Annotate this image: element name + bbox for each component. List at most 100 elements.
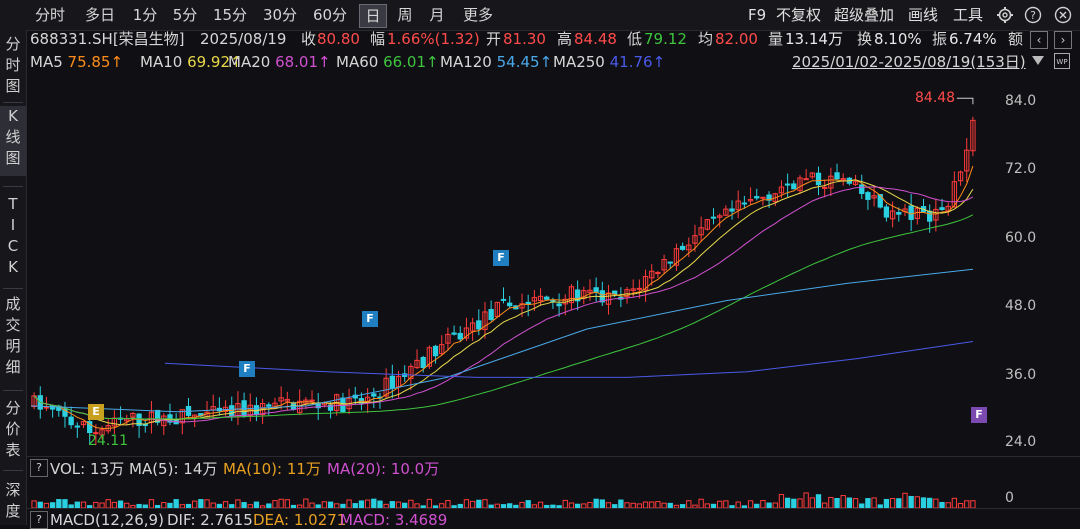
price-axis-tick: 48.0 [1005, 298, 1037, 314]
candle-body [970, 119, 976, 152]
tab-duori[interactable]: 多日 [84, 6, 115, 24]
tab-30min[interactable]: 30分 [262, 6, 298, 24]
volume-bar [290, 504, 297, 509]
help-icon[interactable]: ? [1024, 6, 1042, 24]
candle-body [964, 149, 970, 172]
candle-body [284, 398, 290, 402]
volume-bar [624, 502, 630, 509]
volume-help-button[interactable]: ? [30, 459, 48, 477]
candle-body [747, 199, 754, 202]
candle-body [383, 377, 389, 397]
volume-bar [340, 503, 346, 509]
event-marker-f[interactable]: F [493, 250, 509, 266]
volume-bar [420, 505, 426, 509]
ma250-value: 41.76↑ [609, 53, 666, 71]
sidebar-item-price-table[interactable]: 分价表 [0, 398, 26, 461]
draw-line-button[interactable]: 画线 [908, 6, 939, 24]
volume-bar [797, 498, 803, 509]
collapse-triangle-icon[interactable] [1032, 56, 1044, 66]
volume-bar [920, 497, 927, 509]
date-range[interactable]: 2025/01/02-2025/08/19(153日) [792, 53, 1026, 71]
tools-button[interactable]: 工具 [953, 6, 984, 24]
candle-body [908, 205, 914, 220]
volume-label: 量 [768, 30, 784, 48]
tab-15min[interactable]: 15分 [212, 6, 248, 24]
chevron-right-icon[interactable]: › [1054, 31, 1072, 49]
volume-bar [445, 500, 451, 509]
sidebar-label-price-table: 分价表 [5, 399, 21, 459]
sidebar-item-depth[interactable]: 深度 [0, 480, 26, 522]
candle-body [469, 322, 476, 332]
candle-body [68, 416, 74, 426]
volume-bar [173, 499, 179, 509]
candle-body [550, 299, 556, 302]
kline-chart[interactable] [27, 74, 1002, 525]
no-restore-right-button[interactable]: 不复权 [776, 6, 822, 24]
gear-icon[interactable] [996, 6, 1014, 24]
volume-bar [896, 498, 902, 509]
candle-body [754, 196, 760, 199]
candle-body [698, 227, 704, 236]
volume-bar [309, 502, 315, 509]
ma10-name: MA10 [140, 53, 183, 71]
macd-help-button[interactable]: ? [30, 511, 48, 529]
tab-5min[interactable]: 5分 [172, 6, 198, 24]
event-marker-f[interactable]: F [362, 311, 378, 327]
event-marker-e[interactable]: E [88, 404, 104, 420]
volume-bar [809, 497, 815, 509]
sidebar-divider [3, 288, 23, 289]
ma5-name: MA5 [30, 53, 63, 71]
candle-body [99, 429, 105, 436]
price-axis-tick: 24.0 [1005, 434, 1037, 450]
event-marker-f[interactable]: F [971, 407, 987, 423]
sidebar-item-fenshi[interactable]: 分时图 [0, 34, 26, 97]
volume-bar [550, 504, 556, 509]
volume-bar [562, 499, 568, 509]
amplitude-value: 6.74% [949, 30, 997, 48]
turnover-label: 换 [857, 30, 873, 48]
volume-bar [476, 499, 482, 509]
candle-body [803, 178, 809, 181]
tab-fenshi[interactable]: 分时 [34, 6, 65, 24]
macd-value: MACD: 3.4689 [340, 511, 448, 529]
tab-more[interactable]: 更多 [462, 6, 493, 24]
candle-body [784, 183, 791, 186]
volume-bar [889, 498, 896, 509]
high-value: 84.48 [574, 30, 617, 48]
volume-bar [142, 504, 148, 509]
tab-monthly[interactable]: 月 [429, 6, 445, 24]
event-marker-f[interactable]: F [239, 361, 255, 377]
candle-body [630, 288, 636, 291]
ma120-value: 54.45↑ [496, 53, 553, 71]
volume-bar [185, 503, 192, 509]
ma-line [33, 214, 974, 420]
volume-bar [698, 498, 704, 509]
tab-60min[interactable]: 60分 [312, 6, 348, 24]
ma120-name: MA120 [440, 53, 492, 71]
volume-bar [593, 498, 599, 509]
super-overlay-button[interactable]: 超级叠加 [834, 6, 895, 24]
macd-divider [27, 508, 1080, 509]
candle-body [266, 404, 272, 407]
wp-icon[interactable]: WP [1054, 53, 1070, 69]
close-icon[interactable] [1054, 6, 1072, 24]
tab-1min[interactable]: 1分 [132, 6, 158, 24]
f9-button[interactable]: F9 [748, 6, 767, 24]
candle-body [871, 195, 877, 199]
sidebar-item-trade-detail[interactable]: 成交明细 [0, 294, 26, 378]
volume-bar [457, 503, 463, 509]
ma5-label: MA5 75.85↑ [30, 53, 123, 71]
chevron-left-icon[interactable]: ‹ [1030, 31, 1048, 49]
avg-label: 均 [698, 30, 714, 48]
candle-body [939, 207, 945, 211]
tab-weekly[interactable]: 周 [397, 6, 413, 24]
tab-daily[interactable]: 日 [359, 4, 387, 28]
volume-ma5-label: MA(5): 14万 [129, 460, 218, 478]
volume-ma10-label: MA(10): 11万 [223, 460, 321, 478]
candle-body [723, 208, 729, 216]
volume-bar [908, 495, 914, 509]
